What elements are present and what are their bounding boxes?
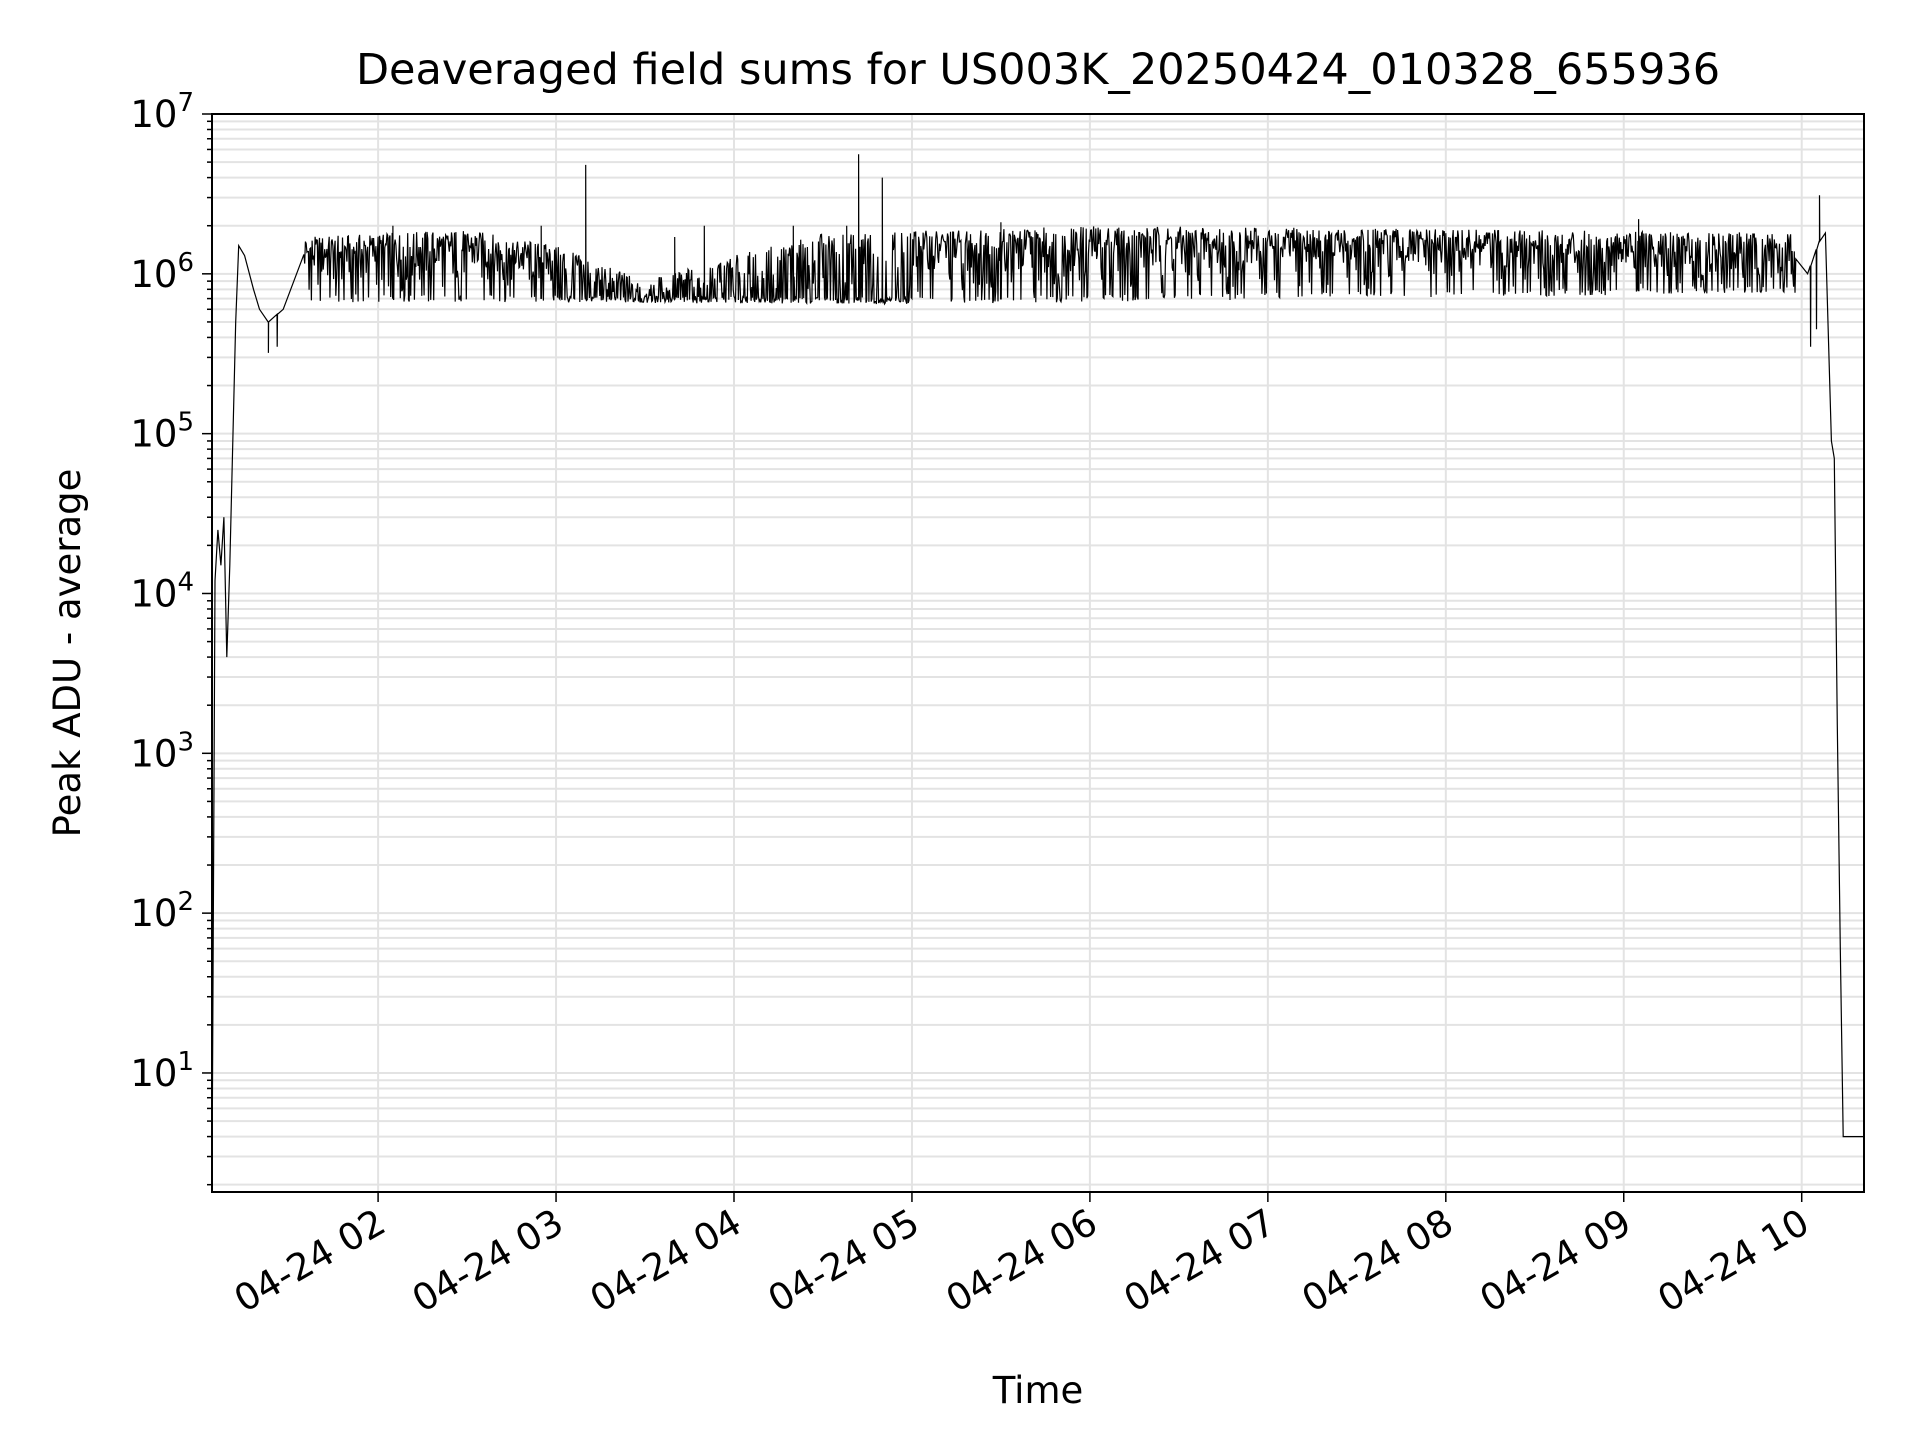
y-tick-exponent: 1 [177,1047,194,1077]
y-tick-label: 105 [130,408,194,456]
y-tick-base: 10 [130,413,177,456]
data-series [211,154,1864,1185]
y-tick-label: 102 [130,887,194,935]
y-tick-label: 103 [130,727,194,775]
y-tick-label: 104 [130,567,194,615]
series-line [211,154,1864,1185]
y-tick-exponent: 2 [177,887,194,917]
y-tick-base: 10 [130,572,177,615]
y-tick-base: 10 [130,732,177,775]
y-tick-exponent: 4 [177,567,194,597]
y-tick-exponent: 3 [177,727,194,757]
y-axis-label: Peak ADU - average [46,469,89,838]
y-tick-base: 10 [130,892,177,935]
y-tick-label: 106 [130,248,194,296]
y-tick-exponent: 7 [177,88,194,118]
chart-title: Deaveraged field sums for US003K_2025042… [356,45,1720,95]
y-tick-base: 10 [130,93,177,136]
y-tick-exponent: 6 [177,248,194,278]
y-tick-label: 101 [130,1047,194,1095]
y-tick-exponent: 5 [177,408,194,438]
y-tick-base: 10 [130,1052,177,1095]
grid [212,113,1864,1192]
y-tick-label: 107 [130,88,194,136]
x-axis-label: Time [992,1369,1084,1412]
y-tick-base: 10 [130,253,177,296]
plot-frame [211,113,1865,1193]
